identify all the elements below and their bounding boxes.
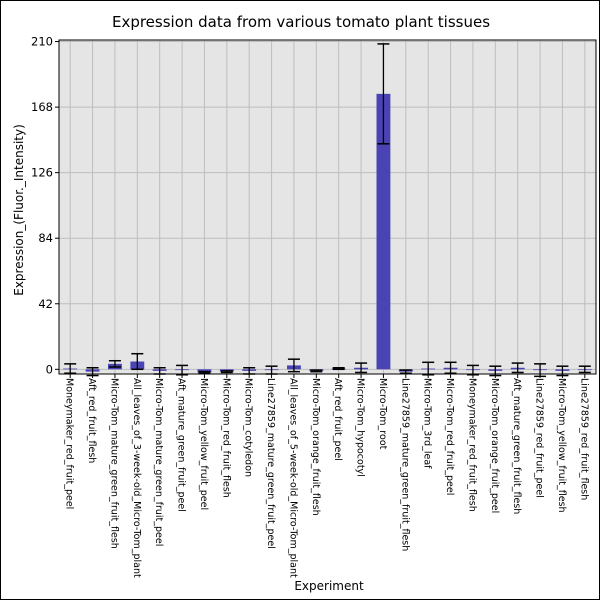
y-axis-title: Expression_(Fluor._Intensity) bbox=[12, 124, 26, 296]
y-tick-label: 168 bbox=[31, 100, 53, 114]
x-tick-label: Line27859_mature_green_fruit_flesh bbox=[399, 378, 410, 551]
x-tick-label: Micro-Tom_3rd_leaf bbox=[422, 378, 433, 469]
x-tick-label: Aft_red_fruit_flesh bbox=[86, 378, 97, 463]
x-tick-label: Micro-Tom_mature_green_fruit_peel bbox=[153, 378, 164, 546]
x-tick-label: Micro-Tom_red_fruit_peel bbox=[444, 378, 455, 495]
x-tick-label: Line27859_red_fruit_flesh bbox=[578, 378, 589, 500]
x-tick-label: Aft_red_fruit_peel bbox=[332, 378, 343, 461]
x-tick-label: Line27859_red_fruit_peel bbox=[534, 378, 545, 498]
x-tick-label: Moneymaker_red_fruit_flesh bbox=[466, 378, 477, 512]
plot-border bbox=[58, 39, 597, 375]
y-tick-label: 84 bbox=[38, 231, 53, 245]
x-tick-label: All_leaves_of_3-week-old_Micro-Tom_plant bbox=[131, 378, 142, 578]
x-tick-label: Aft_mature_green_fruit_peel bbox=[176, 378, 187, 512]
x-tick-label: All_leaves_of_5-week-old_Micro-Tom_plant bbox=[287, 378, 298, 578]
y-tick-label: 42 bbox=[38, 297, 53, 311]
x-tick-label: Aft_mature_green_fruit_flesh bbox=[511, 378, 522, 514]
x-tick-label: Micro-Tom_hypocotyl bbox=[355, 378, 366, 477]
x-tick-label: Micro-Tom_root bbox=[377, 378, 388, 450]
x-tick-label: Moneymaker_red_fruit_peel bbox=[64, 378, 75, 509]
y-tick-label: 126 bbox=[31, 166, 53, 180]
bar bbox=[197, 369, 212, 373]
chart-title: Expression data from various tomato plan… bbox=[112, 13, 490, 31]
x-axis-title: Experiment bbox=[294, 579, 364, 593]
y-axis: 0 42 84 126 168 210 bbox=[31, 35, 59, 376]
gridlines bbox=[59, 40, 596, 374]
x-tick-label: Micro-Tom_mature_green_fruit_flesh bbox=[108, 378, 119, 549]
x-tick-label: Micro-Tom_yellow_fruit_peel bbox=[198, 378, 209, 510]
x-tick-label: Micro-Tom_orange_fruit_flesh bbox=[310, 378, 321, 516]
x-tick-label: Micro-Tom_cotyledon bbox=[243, 378, 254, 477]
y-tick-label: 210 bbox=[31, 35, 53, 49]
x-tick-label: Micro-Tom_red_fruit_flesh bbox=[220, 378, 231, 498]
plot-area bbox=[59, 40, 596, 374]
x-tick-label: Line27859_mature_green_fruit_peel bbox=[265, 378, 276, 549]
x-tick-label: Micro-Tom_yellow_fruit_flesh bbox=[556, 378, 567, 513]
x-tick-label: Micro-Tom_orange_fruit_peel bbox=[489, 378, 500, 513]
bar bbox=[376, 93, 391, 370]
x-axis: Moneymaker_red_fruit_peel Aft_red_fruit_f… bbox=[64, 374, 589, 578]
y-tick-label: 0 bbox=[46, 362, 53, 376]
